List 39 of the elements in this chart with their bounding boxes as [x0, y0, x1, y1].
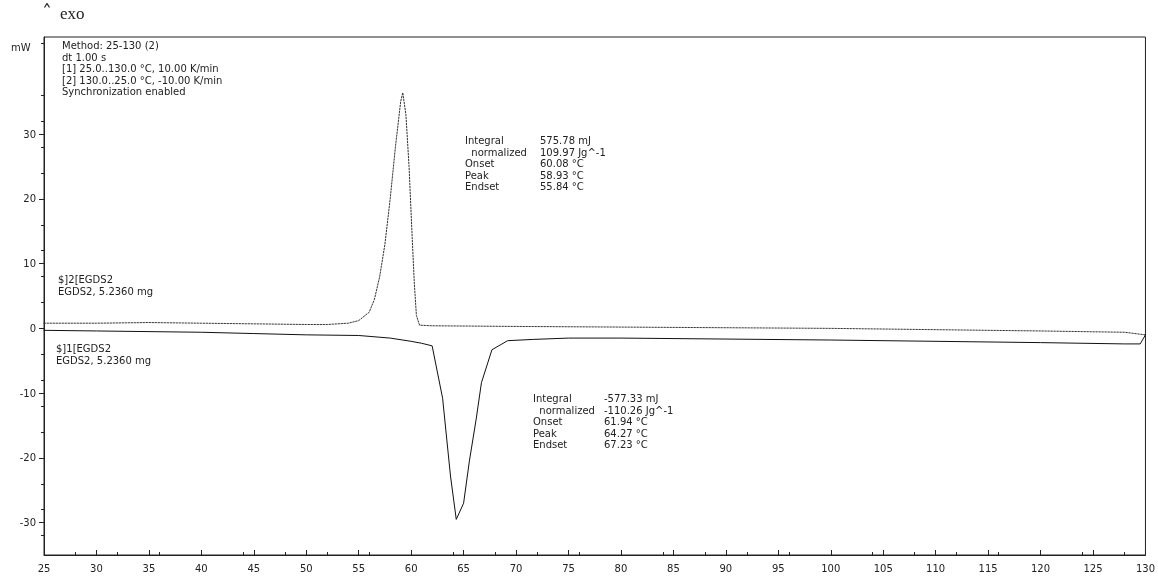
x-tick-label: 100: [821, 562, 841, 574]
x-tick-label: 50: [299, 562, 313, 574]
x-tick-label: 105: [873, 562, 893, 574]
x-tick-label: 130: [1135, 562, 1155, 574]
x-tick-label: 65: [457, 562, 470, 574]
x-tick-label: 60: [404, 562, 418, 574]
x-tick-label: 75: [562, 562, 575, 574]
y-axis-title: mW: [11, 41, 31, 53]
x-tick-label: 55: [352, 562, 366, 574]
x-tick-label: 90: [719, 562, 733, 574]
x-tick-label: 25: [37, 562, 51, 574]
annotation: -577.33 mJ -110.26 Jg^-1 61.94 °C 64.27 °C 67.23 °C: [604, 393, 674, 451]
x-tick-label: 70: [509, 562, 523, 574]
text: exo: [60, 3, 85, 23]
y-tick-label: 20: [23, 193, 36, 205]
annotation: Method: 25-130 (2) dt 1.00 s [1] 25.0..130.0 °C, 10.00 K/min [2] 130.0..25.0 °C, -10.00 K/min Synchronization enabled: [62, 40, 223, 98]
x-tick-label: 125: [1083, 562, 1103, 574]
line-series: [43, 329, 1146, 520]
annotation: 575.78 mJ 109.97 Jg^-1 60.08 °C 58.93 °C 55.84 °C: [540, 135, 606, 193]
x-tick-label: 35: [142, 562, 156, 574]
annotation: Integral normalized Onset Peak Endset: [533, 393, 595, 451]
y-tick-label: -10: [19, 387, 36, 399]
x-tick-label: 45: [247, 562, 261, 574]
x-tick-label: 80: [614, 562, 628, 574]
y-tick-label: -20: [19, 452, 36, 464]
y-tick-label: -30: [19, 517, 36, 529]
x-tick-label: 85: [667, 562, 680, 574]
annotation: Integral normalized Onset Peak Endset: [465, 135, 527, 193]
y-tick-label: 30: [23, 128, 36, 140]
x-tick-label: 115: [978, 562, 998, 574]
x-tick-label: 40: [194, 562, 208, 574]
series-label: $]1[EGDS2 EGDS2, 5.2360 mg: [56, 342, 152, 366]
x-tick-label: 110: [926, 562, 946, 574]
text: $]2[EGDS2 EGDS2, 5.2360 mg: [58, 273, 154, 297]
x-tick-label: 95: [771, 562, 785, 574]
y-tick-label: 10: [23, 258, 36, 270]
x-tick-label: 120: [1031, 562, 1051, 574]
y-tick-label: 0: [29, 322, 36, 334]
x-tick-label: 30: [90, 562, 103, 574]
